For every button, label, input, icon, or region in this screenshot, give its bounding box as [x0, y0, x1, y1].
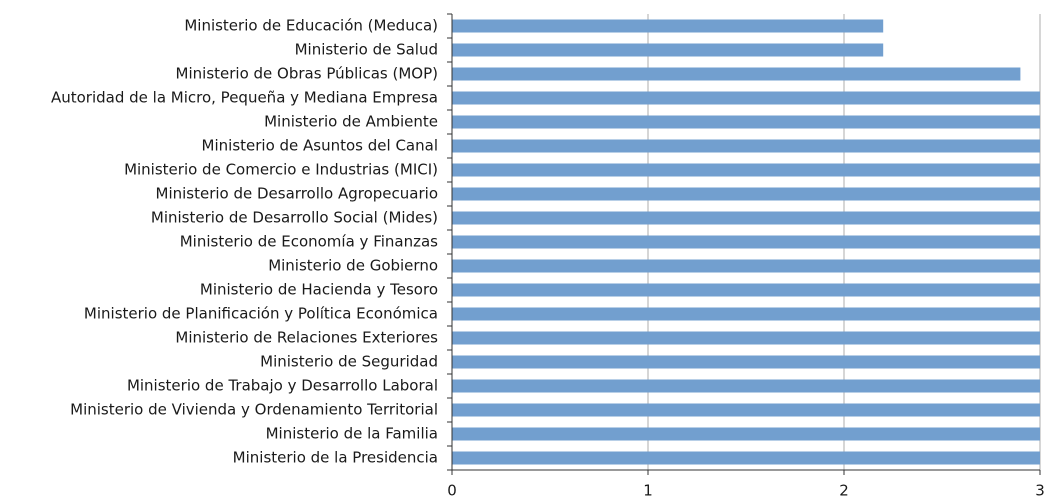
bar: [452, 355, 1040, 369]
y-tick-label: Ministerio de Hacienda y Tesoro: [200, 281, 438, 299]
x-tick-label: 2: [839, 482, 849, 497]
y-tick-label: Ministerio de Desarrollo Social (Mides): [151, 209, 438, 227]
x-tick-label: 3: [1035, 482, 1044, 497]
y-tick-label: Ministerio de Vivienda y Ordenamiento Te…: [70, 401, 438, 419]
bar: [452, 211, 1040, 225]
bar: [452, 331, 1040, 345]
y-tick-label: Ministerio de Salud: [295, 41, 438, 59]
y-tick-label: Ministerio de Relaciones Exteriores: [175, 329, 438, 347]
bar: [452, 379, 1040, 393]
bar: [452, 43, 884, 57]
y-tick-label: Ministerio de Obras Públicas (MOP): [176, 65, 438, 83]
bar: [452, 235, 1040, 249]
bar: [452, 67, 1021, 81]
bar: [452, 115, 1040, 129]
bar: [452, 163, 1040, 177]
y-tick-label: Ministerio de Trabajo y Desarrollo Labor…: [127, 377, 438, 395]
y-tick-label: Ministerio de Comercio e Industrias (MIC…: [124, 161, 438, 179]
y-tick-label: Ministerio de Ambiente: [264, 113, 438, 131]
x-tick-label: 1: [643, 482, 653, 497]
y-tick-label: Ministerio de Economía y Finanzas: [180, 233, 438, 251]
bar: [452, 307, 1040, 321]
bar: [452, 451, 1040, 465]
bar: [452, 139, 1040, 153]
y-tick-label: Ministerio de la Presidencia: [233, 449, 438, 467]
bar: [452, 259, 1040, 273]
y-tick-label: Ministerio de Asuntos del Canal: [202, 137, 438, 155]
y-tick-label: Ministerio de Seguridad: [260, 353, 438, 371]
x-tick-label: 0: [447, 482, 457, 497]
bar: [452, 19, 884, 33]
y-tick-label: Ministerio de Gobierno: [268, 257, 438, 275]
bar: [452, 91, 1040, 105]
bar: [452, 427, 1040, 441]
bar: [452, 403, 1040, 417]
y-tick-label: Ministerio de Planificación y Política E…: [84, 305, 438, 323]
bar: [452, 187, 1040, 201]
y-tick-label: Autoridad de la Micro, Pequeña y Mediana…: [51, 89, 438, 107]
y-tick-label: Ministerio de Desarrollo Agropecuario: [156, 185, 439, 203]
y-tick-label: Ministerio de la Familia: [266, 425, 438, 443]
y-tick-label: Ministerio de Educación (Meduca): [184, 17, 438, 35]
bar: [452, 283, 1040, 297]
